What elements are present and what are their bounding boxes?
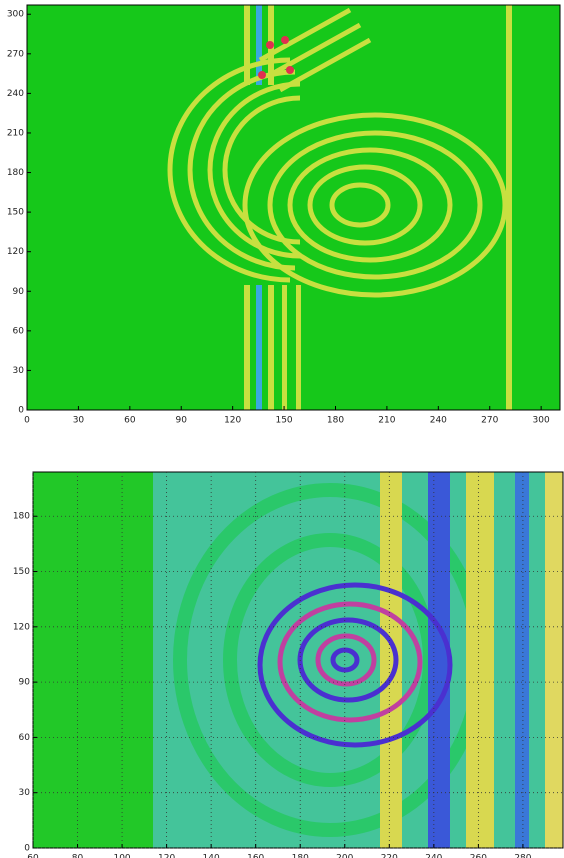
y-tick-label: 30 bbox=[19, 788, 31, 798]
y-tick-label: 90 bbox=[13, 287, 25, 297]
y-tick-label: 300 bbox=[7, 10, 24, 20]
y-tick-label: 120 bbox=[13, 622, 30, 632]
field-plot-top bbox=[27, 5, 560, 410]
x-tick-label: 180 bbox=[292, 854, 309, 858]
x-tick-label: 160 bbox=[247, 854, 264, 858]
x-tick-label: 200 bbox=[336, 854, 353, 858]
x-tick-label: 100 bbox=[113, 854, 130, 858]
y-tick-label: 270 bbox=[7, 49, 24, 59]
x-tick-label: 220 bbox=[381, 854, 398, 858]
y-tick-label: 120 bbox=[7, 247, 24, 257]
y-tick-label: 60 bbox=[13, 326, 25, 336]
x-tick-label: 280 bbox=[514, 854, 531, 858]
x-tick-label: 260 bbox=[470, 854, 487, 858]
y-tick-label: 0 bbox=[24, 844, 30, 854]
x-tick-label: 270 bbox=[481, 416, 498, 426]
plot-frame bbox=[26, 4, 561, 411]
x-tick-label: 30 bbox=[73, 416, 85, 426]
x-tick-label: 120 bbox=[224, 416, 241, 426]
x-tick-label: 60 bbox=[27, 854, 39, 858]
x-tick-label: 210 bbox=[378, 416, 395, 426]
y-tick-label: 180 bbox=[13, 512, 30, 522]
y-tick-label: 90 bbox=[19, 678, 31, 688]
x-tick-label: 120 bbox=[158, 854, 175, 858]
x-tick-label: 240 bbox=[425, 854, 442, 858]
y-tick-label: 60 bbox=[19, 733, 31, 743]
y-tick-label: 150 bbox=[7, 208, 24, 218]
y-tick-label: 210 bbox=[7, 128, 24, 138]
field-plot-bottom bbox=[33, 472, 563, 848]
x-tick-label: 60 bbox=[124, 416, 136, 426]
y-tick-label: 180 bbox=[7, 168, 24, 178]
y-tick-label: 150 bbox=[13, 567, 30, 577]
x-tick-label: 80 bbox=[72, 854, 84, 858]
x-tick-label: 180 bbox=[327, 416, 344, 426]
y-tick-label: 240 bbox=[7, 89, 24, 99]
x-tick-label: 90 bbox=[176, 416, 188, 426]
x-tick-label: 150 bbox=[275, 416, 292, 426]
x-tick-label: 300 bbox=[533, 416, 550, 426]
x-tick-label: 0 bbox=[24, 416, 30, 426]
y-tick-label: 30 bbox=[13, 366, 25, 376]
x-tick-label: 240 bbox=[430, 416, 447, 426]
y-tick-label: 0 bbox=[18, 406, 24, 416]
x-tick-label: 140 bbox=[203, 854, 220, 858]
